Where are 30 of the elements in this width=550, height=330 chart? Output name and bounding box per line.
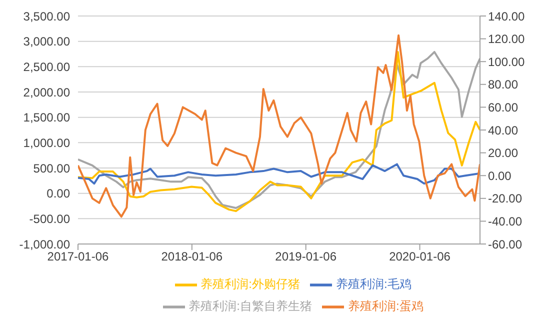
y2-tick-label: 20.00 [488, 146, 518, 160]
y2-tick-label: -40.00 [488, 214, 522, 228]
x-tick-label: 2017-01-06 [47, 250, 110, 264]
legend-label: 养殖利润:蛋鸡 [348, 299, 424, 314]
y2-tick-label: 0.00 [488, 168, 512, 183]
legend-label: 养殖利润:自繁自养生猪 [188, 299, 312, 314]
line-series [78, 163, 480, 185]
y2-tick-label: 80.00 [488, 78, 518, 92]
y2-tick-label: -20.00 [488, 192, 522, 206]
y-tick-label: -500.00 [29, 212, 70, 226]
y2-tick-label: 120.00 [488, 32, 526, 46]
y-tick-label: 2,000.00 [23, 85, 70, 100]
y-tick-label: 3,000.00 [23, 34, 70, 49]
y2-tick-label: 40.00 [488, 123, 518, 138]
y-tick-label: 0.00 [46, 186, 70, 201]
y2-tick-label: 140.00 [488, 9, 526, 24]
y2-tick-label: 100.00 [488, 54, 526, 69]
y2-tick-label: 60.00 [488, 100, 518, 114]
legend-label: 养殖利润:外购仔猪 [200, 277, 300, 292]
y-tick-label: 1,500.00 [23, 110, 70, 125]
y-tick-label: -1,000.00 [19, 237, 70, 252]
y2-tick-label: -60.00 [488, 237, 522, 252]
y-tick-label: 1,000.00 [23, 136, 70, 150]
y-tick-label: 3,500.00 [23, 9, 70, 24]
x-tick-label: 2018-01-06 [161, 250, 223, 264]
legend-label: 养殖利润:毛鸡 [336, 277, 412, 292]
x-tick-label: 2020-01-06 [389, 250, 451, 264]
x-tick-label: 2019-01-06 [275, 250, 337, 264]
y-tick-label: 500.00 [33, 161, 70, 176]
y-tick-label: 2,500.00 [23, 60, 70, 74]
